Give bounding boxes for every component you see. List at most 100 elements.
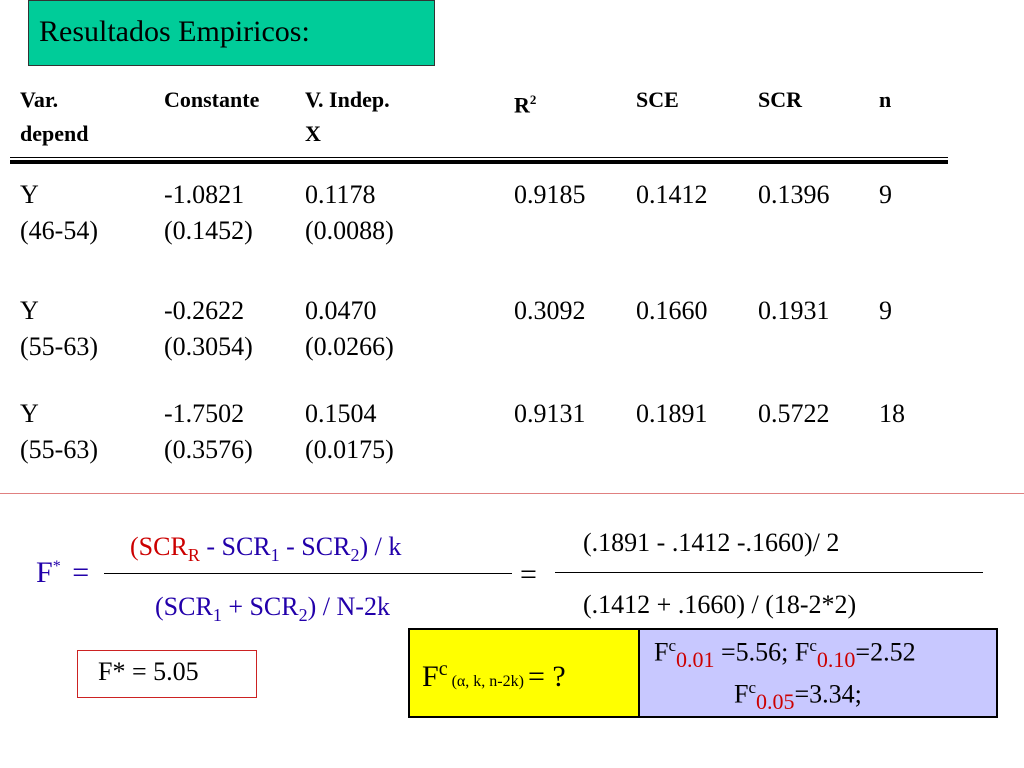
table-row-1-scr: 0.1396 <box>758 180 830 209</box>
num-sub-2: 2 <box>350 545 360 566</box>
table-row-2-scr: 0.1931 <box>758 296 830 325</box>
row-const-se: (0.3576) <box>164 435 253 464</box>
header-constante: Constante <box>164 87 260 112</box>
fc-values-line2: Fc0.05=3.34; <box>734 678 862 715</box>
row-const: -0.2622 <box>164 296 245 325</box>
table-row-1-sce: 0.1412 <box>636 180 708 209</box>
fc-f: F <box>654 637 669 667</box>
table-row-1-x: 0.1178 (0.0088) <box>305 177 394 249</box>
table-row-2-const: -0.2622 (0.3054) <box>164 293 253 365</box>
header-vindep-line1: V. Indep. <box>305 87 390 112</box>
formula-lhs: F* = <box>36 556 89 590</box>
row-const-se: (0.3054) <box>164 332 253 361</box>
header-r2-sup: 2 <box>529 92 537 107</box>
formula-lhs-f: F <box>36 556 53 589</box>
den-part-b: + SCR <box>221 592 299 621</box>
row-x-se: (0.0175) <box>305 435 394 464</box>
fstar-result-box: F* = 5.05 <box>77 650 257 698</box>
num-sub-1: 1 <box>270 545 280 566</box>
row-x-se: (0.0088) <box>305 216 394 245</box>
num-part-a: (SCR <box>130 532 188 561</box>
formula-denominator: (SCR1 + SCR2) / N-2k <box>155 592 390 626</box>
fc-f: F <box>794 637 810 667</box>
header-scr: SCR <box>758 87 803 112</box>
row-var-range: (55-63) <box>20 332 98 361</box>
title-box: Resultados Empiricos: <box>28 0 435 66</box>
formula-lhs-sup: * <box>52 558 61 575</box>
num-part-c: - SCR <box>279 532 351 561</box>
table-row-2-sce: 0.1660 <box>636 296 708 325</box>
fc-val-001: =5.56; <box>714 637 795 667</box>
table-row-2-r2: 0.3092 <box>514 296 586 325</box>
fc-sup: c <box>668 636 677 655</box>
header-var-depend: Var. depend <box>20 83 88 151</box>
header-vindep-line2: X <box>305 121 321 146</box>
header-sce: SCE <box>636 87 679 112</box>
header-r2-label: R <box>514 92 530 118</box>
row-const: -1.0821 <box>164 180 245 209</box>
table-row-3-var: Y (55-63) <box>20 396 98 468</box>
den-part-c: ) / N-2k <box>307 592 390 621</box>
table-row-3-n: 18 <box>879 399 905 428</box>
fc-question: Fc (α, k, n-2k) = ? <box>422 658 566 694</box>
formula-numerator: (SCRR - SCR1 - SCR2) / k <box>130 532 401 566</box>
table-row-1-n: 9 <box>879 180 892 209</box>
den-part-a: (SCR <box>155 592 213 621</box>
fc-args: (α, k, n-2k) <box>447 673 528 690</box>
header-r2: R2 <box>514 83 536 122</box>
table-row-1-r2: 0.9185 <box>514 180 586 209</box>
row-x: 0.0470 <box>305 296 377 325</box>
den-sub-1: 1 <box>212 605 222 626</box>
header-vindep: V. Indep. X <box>305 83 390 151</box>
row-var: Y <box>20 180 39 209</box>
row-var: Y <box>20 296 39 325</box>
fc-val-005: =3.34; <box>794 679 862 709</box>
table-row-2-x: 0.0470 (0.0266) <box>305 293 394 365</box>
formula-values-fraction-bar <box>555 572 983 573</box>
row-const: -1.7502 <box>164 399 245 428</box>
num-sub-r: R <box>187 545 200 566</box>
fc-values-box: Fc0.01 =5.56; Fc0.10=2.52 Fc0.05=3.34; <box>640 628 998 718</box>
row-x-se: (0.0266) <box>305 332 394 361</box>
fc-sup: c <box>809 636 817 655</box>
fc-val-010: =2.52 <box>855 637 916 667</box>
formula-fraction-bar <box>104 573 512 574</box>
fc-sub-005: 0.05 <box>756 688 795 714</box>
table-row-1-var: Y (46-54) <box>20 177 98 249</box>
fstar-result: F* = 5.05 <box>98 657 199 686</box>
table-row-3-const: -1.7502 (0.3576) <box>164 396 253 468</box>
fc-sup: c <box>438 658 448 680</box>
formula-numerator-values: (.1891 - .1412 -.1660)/ 2 <box>583 528 840 557</box>
section-divider <box>0 493 1024 494</box>
fc-values-line1: Fc0.01 =5.56; Fc0.10=2.52 <box>654 636 916 673</box>
table-row-3-sce: 0.1891 <box>636 399 708 428</box>
fc-sub-001: 0.01 <box>676 646 715 672</box>
fc-question-box: Fc (α, k, n-2k) = ? <box>408 628 640 718</box>
table-row-2-n: 9 <box>879 296 892 325</box>
header-rule-bottom <box>10 160 948 164</box>
row-x: 0.1504 <box>305 399 377 428</box>
row-var: Y <box>20 399 39 428</box>
table-row-3-scr: 0.5722 <box>758 399 830 428</box>
num-part-d: ) / k <box>359 532 402 561</box>
row-var-range: (55-63) <box>20 435 98 464</box>
header-var-line2: depend <box>20 121 89 146</box>
row-x: 0.1178 <box>305 180 376 209</box>
table-row-3-x: 0.1504 (0.0175) <box>305 396 394 468</box>
table-row-1-const: -1.0821 (0.1452) <box>164 177 253 249</box>
formula-equals: = <box>72 556 90 589</box>
header-var-line1: Var. <box>20 87 59 112</box>
row-const-se: (0.1452) <box>164 216 253 245</box>
fc-sub-010: 0.10 <box>816 646 856 672</box>
num-part-b: - SCR <box>199 532 271 561</box>
fc-f: F <box>422 660 439 693</box>
page-title: Resultados Empiricos: <box>39 15 310 48</box>
table-row-3-r2: 0.9131 <box>514 399 586 428</box>
fc-rest: = ? <box>527 660 566 693</box>
den-sub-2: 2 <box>298 605 308 626</box>
row-var-range: (46-54) <box>20 216 98 245</box>
fc-sup: c <box>748 678 757 697</box>
table-row-2-var: Y (55-63) <box>20 293 98 365</box>
formula-denominator-values: (.1412 + .1660) / (18-2*2) <box>583 590 857 619</box>
formula-equals-2: = <box>520 558 537 591</box>
